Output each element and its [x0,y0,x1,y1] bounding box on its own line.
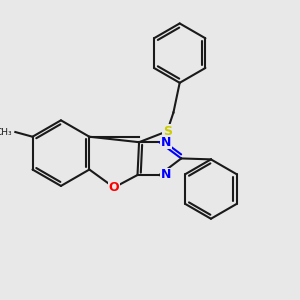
Text: N: N [161,136,171,149]
Text: CH₃: CH₃ [0,128,12,136]
Text: N: N [161,169,171,182]
Text: S: S [163,125,172,138]
Text: O: O [109,181,119,194]
